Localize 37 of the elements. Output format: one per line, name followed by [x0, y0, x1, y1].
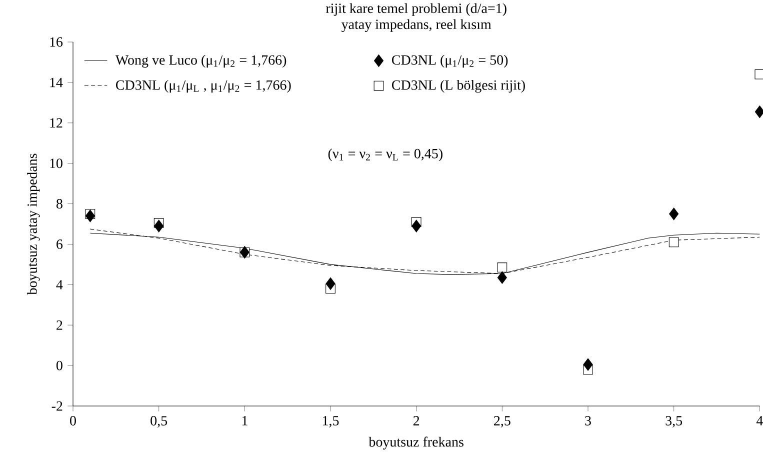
x-tick-label: 1 — [242, 416, 248, 426]
point — [669, 208, 679, 220]
x-tick-label: 2 — [413, 416, 420, 426]
x-tick-label: 1,5 — [322, 416, 339, 428]
y-tick-label: 10 — [50, 158, 62, 168]
point — [326, 277, 336, 290]
text: CD3NL (μ$_{1}$/μ$_{L}$ , μ$_{1}$/μ$_{2}$ = 1,766) — [116, 80, 291, 93]
y-tick-label: 14 — [50, 78, 63, 88]
x-tick-label: 3,5 — [666, 416, 682, 428]
point — [668, 237, 679, 248]
y-tick-label: -2 — [52, 401, 62, 411]
x-tick-label: 0,5 — [150, 416, 168, 428]
y-tick-label: 2 — [56, 320, 62, 330]
point — [154, 220, 164, 232]
x-tick-label: 4 — [756, 416, 763, 426]
y-axis-title: boyutsuz yatay impedans — [27, 154, 40, 295]
annotation: (ν$_{1}$ = ν$_{2}$ = ν$_{L}$ = 0,45) — [328, 148, 442, 162]
y-tick-label: 6 — [56, 240, 63, 249]
x-axis-title: boyutsuz frekans — [368, 436, 464, 450]
chart-title: rijit kare temel problemi (d/a=1) — [326, 3, 506, 16]
y-tick-label: 16 — [50, 37, 63, 47]
legend-label: CD3NL (μ$_{1}$/μ$_{2}$ = 50) — [392, 54, 508, 68]
x-tick-label: 3 — [585, 416, 591, 426]
legend-label: Wong ve Luco (μ$_{1}$/μ$_{2}$ = 1,766) — [115, 54, 286, 68]
x-tick-label: 0 — [70, 416, 76, 426]
point — [497, 262, 508, 272]
y-tick-label: 12 — [50, 118, 62, 128]
y-tick-label: 0 — [56, 360, 62, 370]
x-tick-label: 2,5 — [494, 416, 510, 428]
chart-subtitle: yatay impedans, reel kısım — [341, 19, 492, 32]
point — [412, 220, 422, 232]
legend-label: CD3NL (L bölgesi rijit) — [392, 80, 525, 93]
point — [85, 210, 95, 222]
y-tick-label: 8 — [56, 199, 62, 209]
y-tick-label: 4 — [56, 280, 63, 290]
point — [497, 271, 507, 284]
point — [583, 358, 593, 371]
